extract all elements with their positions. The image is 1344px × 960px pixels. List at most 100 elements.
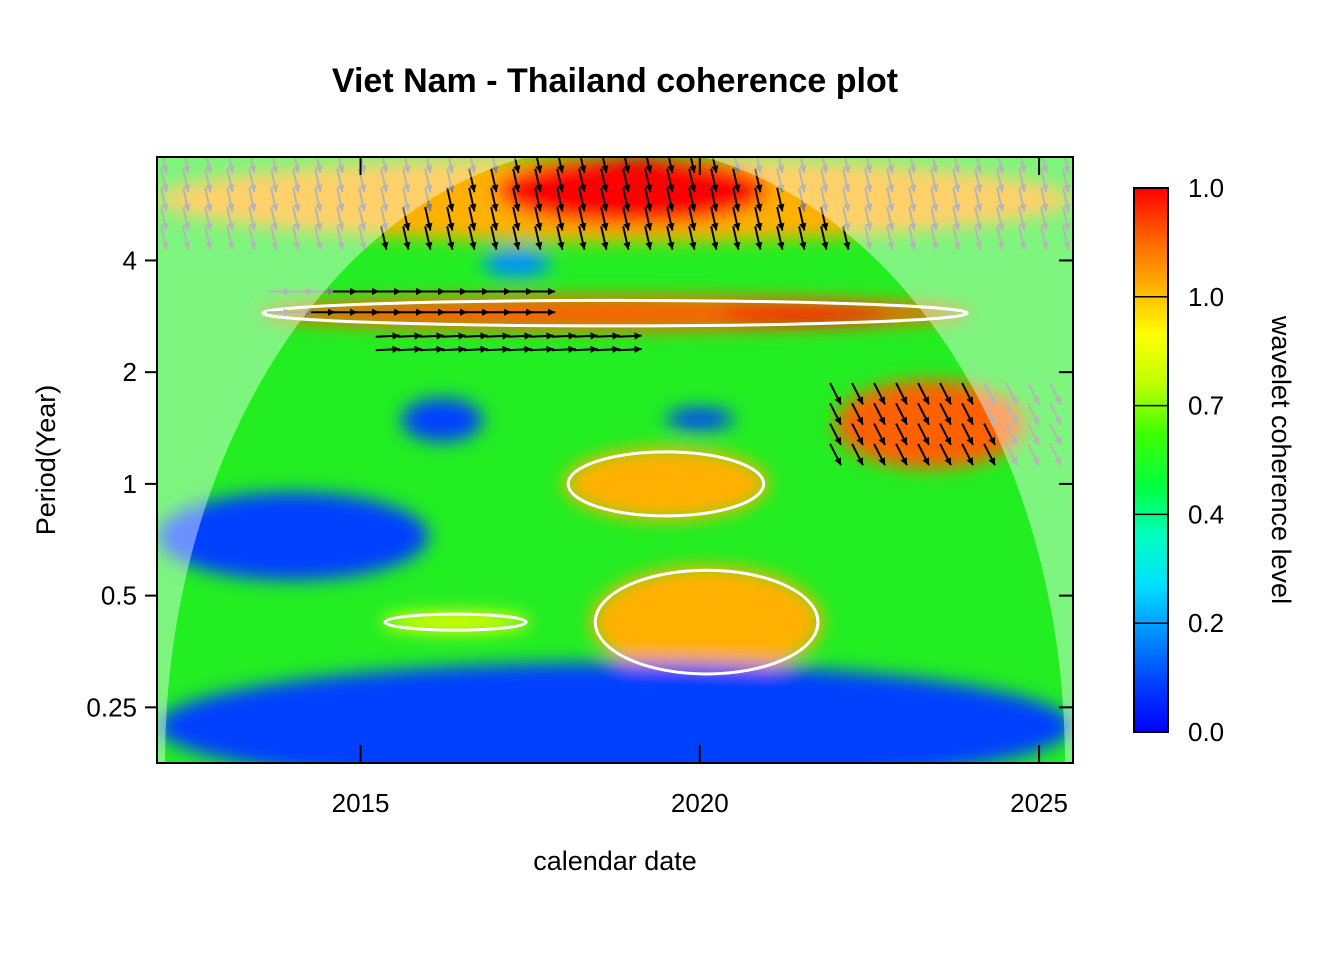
phase-arrow [873, 402, 886, 426]
cone-of-influence-shade [157, 157, 1073, 763]
phase-arrow [311, 308, 336, 316]
phase-arrow [380, 206, 389, 231]
phase-arrow [600, 168, 609, 193]
coherence-region [482, 248, 551, 278]
colorbar-tick-label: 1.0 [1188, 282, 1224, 312]
phase-arrow [851, 402, 864, 426]
phase-arrow [1062, 206, 1071, 231]
phase-arrow [1049, 443, 1062, 466]
x-tick-label: 2015 [332, 788, 390, 818]
phase-arrow [490, 187, 499, 212]
phase-arrow [292, 225, 301, 250]
phase-arrow [829, 423, 842, 446]
phase-arrow [578, 187, 587, 212]
phase-arrow [556, 206, 565, 231]
phase-arrow [1018, 225, 1027, 250]
phase-arrow [1027, 382, 1040, 405]
phase-arrow [270, 168, 279, 193]
phase-arrow [487, 308, 512, 316]
phase-arrow [851, 382, 864, 405]
phase-arrow [424, 225, 433, 250]
phase-arrow [997, 157, 1005, 174]
phase-arrow [507, 332, 532, 340]
phase-arrow [424, 187, 433, 212]
phase-arrow [226, 225, 235, 250]
y-tick-label: 0.25 [86, 692, 137, 722]
phase-arrow [710, 225, 719, 250]
phase-arrow [939, 443, 952, 466]
phase-arrow [534, 225, 543, 250]
phase-arrow [160, 187, 169, 212]
coherence-region [665, 408, 734, 430]
phase-arrow [512, 168, 521, 193]
phase-arrow [961, 402, 974, 426]
phase-arrow [425, 157, 433, 174]
phase-arrow [513, 157, 521, 174]
phase-arrow [534, 187, 543, 212]
phase-arrow [732, 187, 741, 212]
phase-arrow [732, 225, 741, 250]
phase-arrow [887, 157, 895, 174]
phase-arrow [996, 168, 1005, 193]
phase-arrow [469, 157, 477, 174]
phase-arrow [402, 225, 411, 250]
phase-arrow [689, 157, 697, 174]
phase-arrow [996, 225, 1005, 250]
phase-arrow [446, 168, 455, 193]
phase-arrow [908, 206, 917, 231]
phase-arrow [512, 187, 521, 212]
colorbar: 0.0 0.2 0.4 0.7 1.0 1.0 [1133, 173, 1224, 747]
coherence-region [720, 306, 890, 324]
colorbar-label: wavelet coherence level [1266, 315, 1296, 604]
phase-arrow [337, 157, 345, 174]
phase-arrow [397, 345, 422, 354]
phase-arrow [226, 206, 235, 231]
phase-arrow [1040, 168, 1049, 193]
phase-arrow [292, 168, 301, 193]
phase-arrow [512, 206, 521, 231]
phase-arrow [917, 402, 930, 426]
phase-arrow [419, 345, 444, 354]
phase-arrow [1005, 423, 1018, 446]
phase-arrow [886, 206, 895, 231]
phase-arrow [204, 168, 213, 193]
phase-arrow [267, 308, 292, 316]
phase-arrow [798, 225, 807, 250]
phase-arrow [617, 345, 642, 354]
phase-arrow [419, 332, 444, 340]
phase-arrow [160, 225, 169, 250]
phase-arrow [1062, 187, 1071, 212]
phase-arrow [996, 187, 1005, 212]
phase-arrow [468, 206, 477, 231]
phase-arrow [311, 287, 336, 296]
phase-arrow [996, 206, 1005, 231]
phase-arrow [535, 157, 543, 174]
phase-arrow [529, 345, 554, 354]
phase-arrow [798, 168, 807, 193]
phase-arrow [666, 168, 675, 193]
phase-arrow [267, 287, 292, 296]
phase-arrow [182, 225, 191, 250]
phase-arrow [895, 402, 908, 426]
plot-area [157, 157, 1073, 763]
phase-arrow [952, 187, 961, 212]
phase-arrow [917, 423, 930, 446]
phase-arrow [557, 157, 565, 174]
phase-arrow [289, 287, 314, 296]
phase-arrow [336, 168, 345, 193]
phase-arrow [529, 332, 554, 340]
phase-arrow [843, 157, 851, 174]
phase-arrow [983, 402, 996, 426]
phase-arrow [421, 287, 446, 296]
phase-arrow [755, 157, 763, 174]
phase-arrow [1005, 443, 1018, 466]
phase-arrow [886, 187, 895, 212]
y-axis: 0.25 0.5 1 2 4 [86, 245, 1073, 722]
phase-arrow [842, 168, 851, 193]
phase-arrow [1027, 443, 1040, 466]
phase-arrow [248, 225, 257, 250]
phase-arrow [446, 206, 455, 231]
colorbar-gradient [1133, 187, 1169, 733]
phase-arrow [579, 157, 587, 174]
phase-arrow [930, 187, 939, 212]
